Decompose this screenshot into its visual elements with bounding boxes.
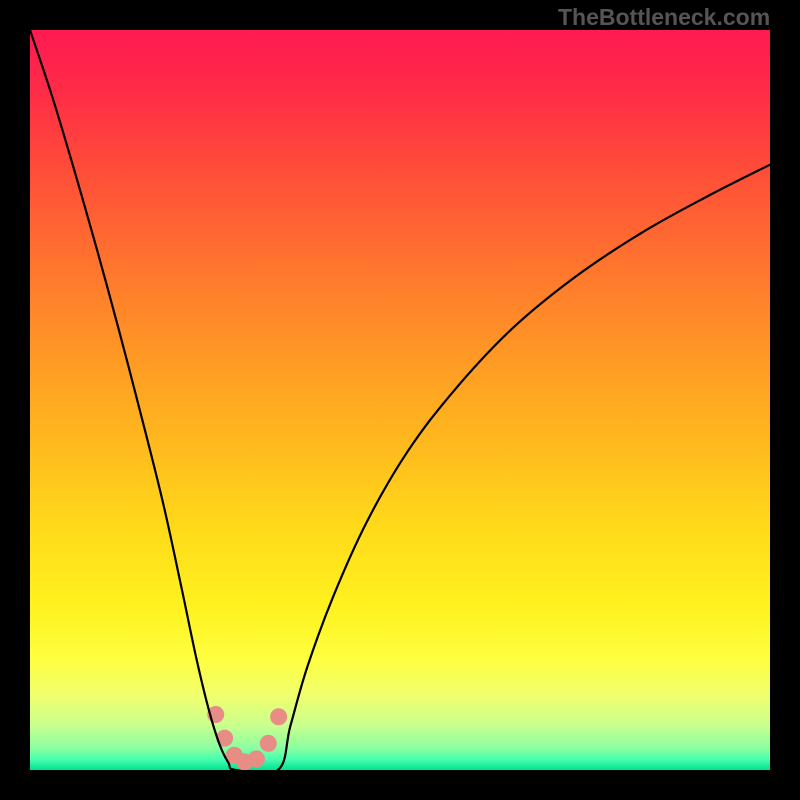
- gradient-background: [30, 30, 770, 770]
- chart-svg: [0, 0, 800, 800]
- optimal-range-dot: [260, 735, 277, 752]
- optimal-range-dot: [248, 750, 265, 767]
- watermark-text: TheBottleneck.com: [558, 4, 770, 31]
- optimal-range-dot: [270, 708, 287, 725]
